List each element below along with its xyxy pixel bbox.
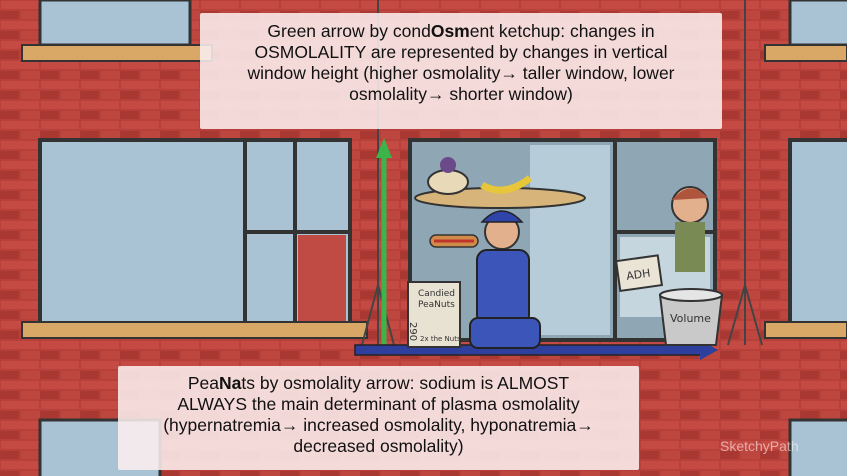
callout-bottom-line1-bold: Na [219, 373, 242, 393]
worker-man [429, 210, 541, 349]
sodium-callout: PeaNats by osmolality arrow: sodium is A… [118, 366, 639, 470]
callout-bottom-line1-pre: Pea [187, 373, 220, 393]
callout-bottom-line3: (hypernatremia→ increased osmolality, hy… [163, 415, 594, 435]
callout-top-line2: OSMOLALITY are represented by changes in… [254, 42, 668, 62]
left-window [21, 138, 368, 339]
volume-bucket: Volume [658, 288, 724, 346]
sketchypath-watermark: SketchyPath [720, 438, 799, 454]
can-label-line1: Candied [418, 289, 455, 299]
green-osmolality-arrow [376, 138, 392, 350]
callout-top-line1-bold: Osm [430, 21, 470, 41]
callout-top-line1-pre: Green arrow by cond [267, 21, 431, 41]
peanut-can: Candied PeaNuts 290 2x the Nuts [407, 281, 461, 348]
callout-top-line4: osmolality→ shorter window) [349, 84, 573, 104]
top-left-window [21, 0, 213, 62]
osmolality-callout: Green arrow by condOsment ketchup: chang… [200, 13, 722, 129]
callout-bottom-line4: decreased osmolality) [293, 436, 464, 456]
adh-sign-text: ADH [625, 267, 651, 283]
top-right-window [764, 0, 847, 62]
bucket-label: Volume [670, 312, 711, 325]
can-label-line2: PeaNuts [418, 300, 455, 310]
callout-bottom-line2: ALWAYS the main determinant of plasma os… [177, 394, 580, 414]
can-label-line3: 2x the Nuts [420, 335, 461, 343]
bottom-right-window [788, 418, 847, 476]
right-window [764, 138, 847, 339]
callout-top-line1-post: ent ketchup: changes in [469, 21, 655, 41]
callout-top-line3: window height (higher osmolality→ taller… [247, 63, 675, 83]
can-number: 290 [407, 322, 418, 341]
callout-bottom-line1-post: ts by osmolality arrow: sodium is ALMOST [241, 373, 570, 393]
